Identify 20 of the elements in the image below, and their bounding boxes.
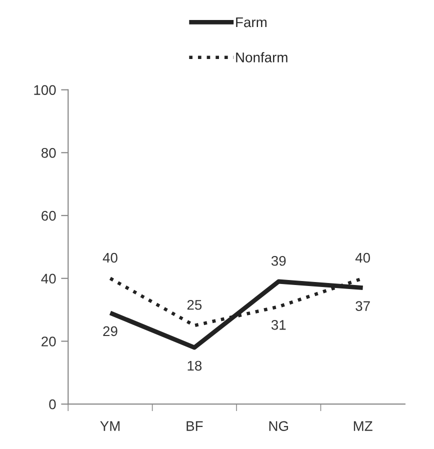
x-tick-label: MZ — [354, 421, 372, 431]
y-tick-label: 0 — [49, 399, 56, 410]
data-label: 40 — [355, 252, 370, 263]
data-label: 40 — [102, 252, 118, 263]
data-label: 29 — [103, 326, 118, 336]
data-label: 37 — [356, 301, 370, 311]
x-tick-label: NG — [269, 421, 288, 431]
data-label: 39 — [271, 256, 286, 266]
data-label: 25 — [187, 300, 202, 310]
y-tick-label: 20 — [42, 336, 56, 346]
y-tick-label: 40 — [41, 274, 56, 284]
x-tick-label: YM — [100, 421, 120, 431]
data-label: 18 — [188, 360, 202, 371]
data-label: 31 — [271, 320, 286, 330]
x-tick-label: BF — [186, 421, 203, 431]
y-tick-label: 80 — [41, 148, 56, 158]
y-tick-label: 60 — [42, 210, 56, 221]
legend-label: Farm — [236, 18, 266, 28]
legend-label: Nonfarm — [236, 52, 288, 62]
y-tick-label: 100 — [34, 85, 56, 95]
